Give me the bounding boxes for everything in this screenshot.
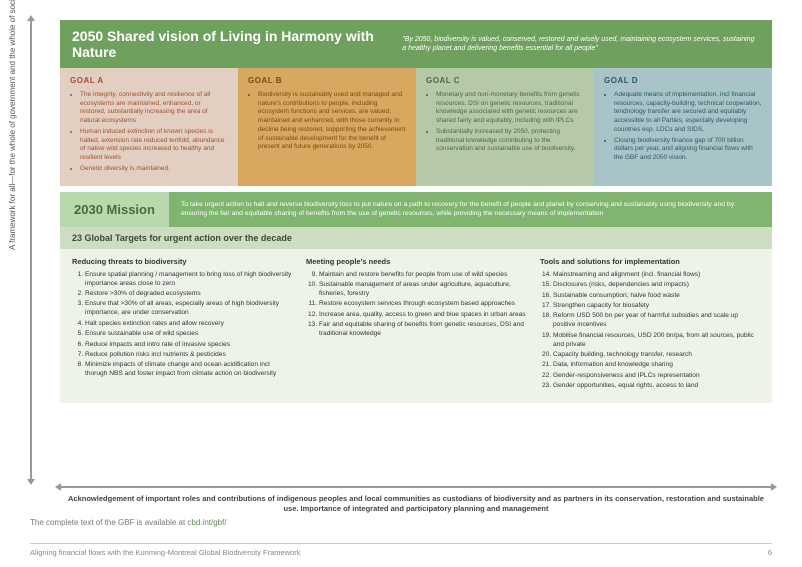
goal-item: Monetary and non-monetary benefits from … [436, 91, 584, 126]
target-item: Strengthen capacity for biosafety [553, 302, 760, 311]
goal-list: The integrity, connectivity and resilien… [70, 91, 228, 174]
footnote-link[interactable]: cbd.int/gbf/ [187, 518, 226, 527]
target-item: Capacity building, technology transfer, … [553, 351, 760, 360]
x-axis-arrow [60, 486, 772, 488]
goal-item: Genetic diversity is maintained. [80, 165, 228, 174]
page-number: 6 [768, 548, 772, 557]
y-axis-label: A framework for all—for the whole of gov… [8, 0, 17, 250]
mission-row: 2030 Mission To take urgent action to ha… [60, 192, 772, 227]
goal-b: GOAL B Biodiversity is sustainably used a… [238, 68, 416, 186]
footer-title: Aligning financial flows with the Kunmin… [30, 548, 301, 557]
column-title: Reducing threats to biodiversity [72, 257, 292, 267]
targets-body: Reducing threats to biodiversity Ensure s… [60, 249, 772, 403]
target-item: Maintain and restore benefits for people… [319, 271, 526, 280]
x-axis-label: Acknowledgement of important roles and c… [60, 494, 772, 514]
column-title: Meeting people's needs [306, 257, 526, 267]
goal-label: GOAL A [70, 76, 228, 87]
target-item: Minimize impacts of climate change and o… [85, 361, 292, 379]
target-item: Sustainable consumption; halve food wast… [553, 292, 760, 301]
vision-header: 2050 Shared vision of Living in Harmony … [60, 20, 772, 68]
target-item: Increase area, quality, access to green … [319, 311, 526, 320]
targets-column-3: Tools and solutions for implementation Ma… [540, 257, 760, 393]
goal-c: GOAL C Monetary and non-monetary benefits… [416, 68, 594, 186]
target-item: Ensure sustainable use of wild species [85, 330, 292, 339]
targets-list: Maintain and restore benefits for people… [306, 271, 526, 339]
targets-header: 23 Global Targets for urgent action over… [60, 227, 772, 249]
target-item: Gender-responsiveness and IPLCs represen… [553, 372, 760, 381]
targets-list: Mainstreaming and alignment (incl. finan… [540, 271, 760, 391]
goal-item: Biodiversity is sustainably used and man… [258, 91, 406, 152]
goals-row: GOAL A The integrity, connectivity and re… [60, 68, 772, 186]
targets-column-1: Reducing threats to biodiversity Ensure s… [72, 257, 292, 393]
target-item: Fair and equitable sharing of benefits f… [319, 321, 526, 339]
goal-a: GOAL A The integrity, connectivity and re… [60, 68, 238, 186]
y-axis-arrow [30, 20, 32, 480]
footnote: The complete text of the GBF is availabl… [30, 518, 227, 527]
target-item: Sustainable management of areas under ag… [319, 281, 526, 299]
goal-item: Closing biodiversity finance gap of 700 … [614, 137, 762, 163]
framework-diagram: 2050 Shared vision of Living in Harmony … [60, 20, 772, 403]
goal-item: Substantially increased by 2050, protect… [436, 128, 584, 154]
goal-list: Monetary and non-monetary benefits from … [426, 91, 584, 154]
target-item: Halt species extinction rates and allow … [85, 320, 292, 329]
vision-title: 2050 Shared vision of Living in Harmony … [72, 28, 402, 60]
target-item: Mobilise financial resources, USD 200 bn… [553, 332, 760, 350]
column-title: Tools and solutions for implementation [540, 257, 760, 267]
goal-item: Human induced extinction of known specie… [80, 128, 228, 163]
target-item: Restore >30% of degraded ecosystems [85, 290, 292, 299]
goal-d: GOAL D Adequate means of implementation, … [594, 68, 772, 186]
target-item: Gender opportunities, equal rights, acce… [553, 382, 760, 391]
mission-text: To take urgent action to halt and revers… [169, 194, 772, 224]
goal-list: Adequate means of implementation, incl f… [604, 91, 762, 163]
target-item: Reduce impacts and intro rate of invasiv… [85, 341, 292, 350]
mission-label: 2030 Mission [60, 192, 169, 227]
goal-item: Adequate means of implementation, incl f… [614, 91, 762, 135]
goal-item: The integrity, connectivity and resilien… [80, 91, 228, 126]
targets-column-2: Meeting people's needs Maintain and resto… [306, 257, 526, 393]
goal-list: Biodiversity is sustainably used and man… [248, 91, 406, 152]
goal-label: GOAL C [426, 76, 584, 87]
page-footer: Aligning financial flows with the Kunmin… [30, 543, 772, 557]
target-item: Ensure that >30% of all areas, especiall… [85, 300, 292, 318]
vision-quote: "By 2050, biodiversity is valued, conser… [402, 35, 760, 53]
target-item: Reform USD 500 bn per year of harmful su… [553, 312, 760, 330]
target-item: Data, information and knowledge sharing [553, 361, 760, 370]
target-item: Disclosures (risks, dependencies and imp… [553, 281, 760, 290]
goal-label: GOAL B [248, 76, 406, 87]
target-item: Mainstreaming and alignment (incl. finan… [553, 271, 760, 280]
target-item: Restore ecosystem services through ecosy… [319, 300, 526, 309]
targets-list: Ensure spatial planning / management to … [72, 271, 292, 379]
target-item: Reduce pollution risks incl nutrients & … [85, 351, 292, 360]
footnote-text: The complete text of the GBF is availabl… [30, 518, 187, 527]
target-item: Ensure spatial planning / management to … [85, 271, 292, 289]
goal-label: GOAL D [604, 76, 762, 87]
